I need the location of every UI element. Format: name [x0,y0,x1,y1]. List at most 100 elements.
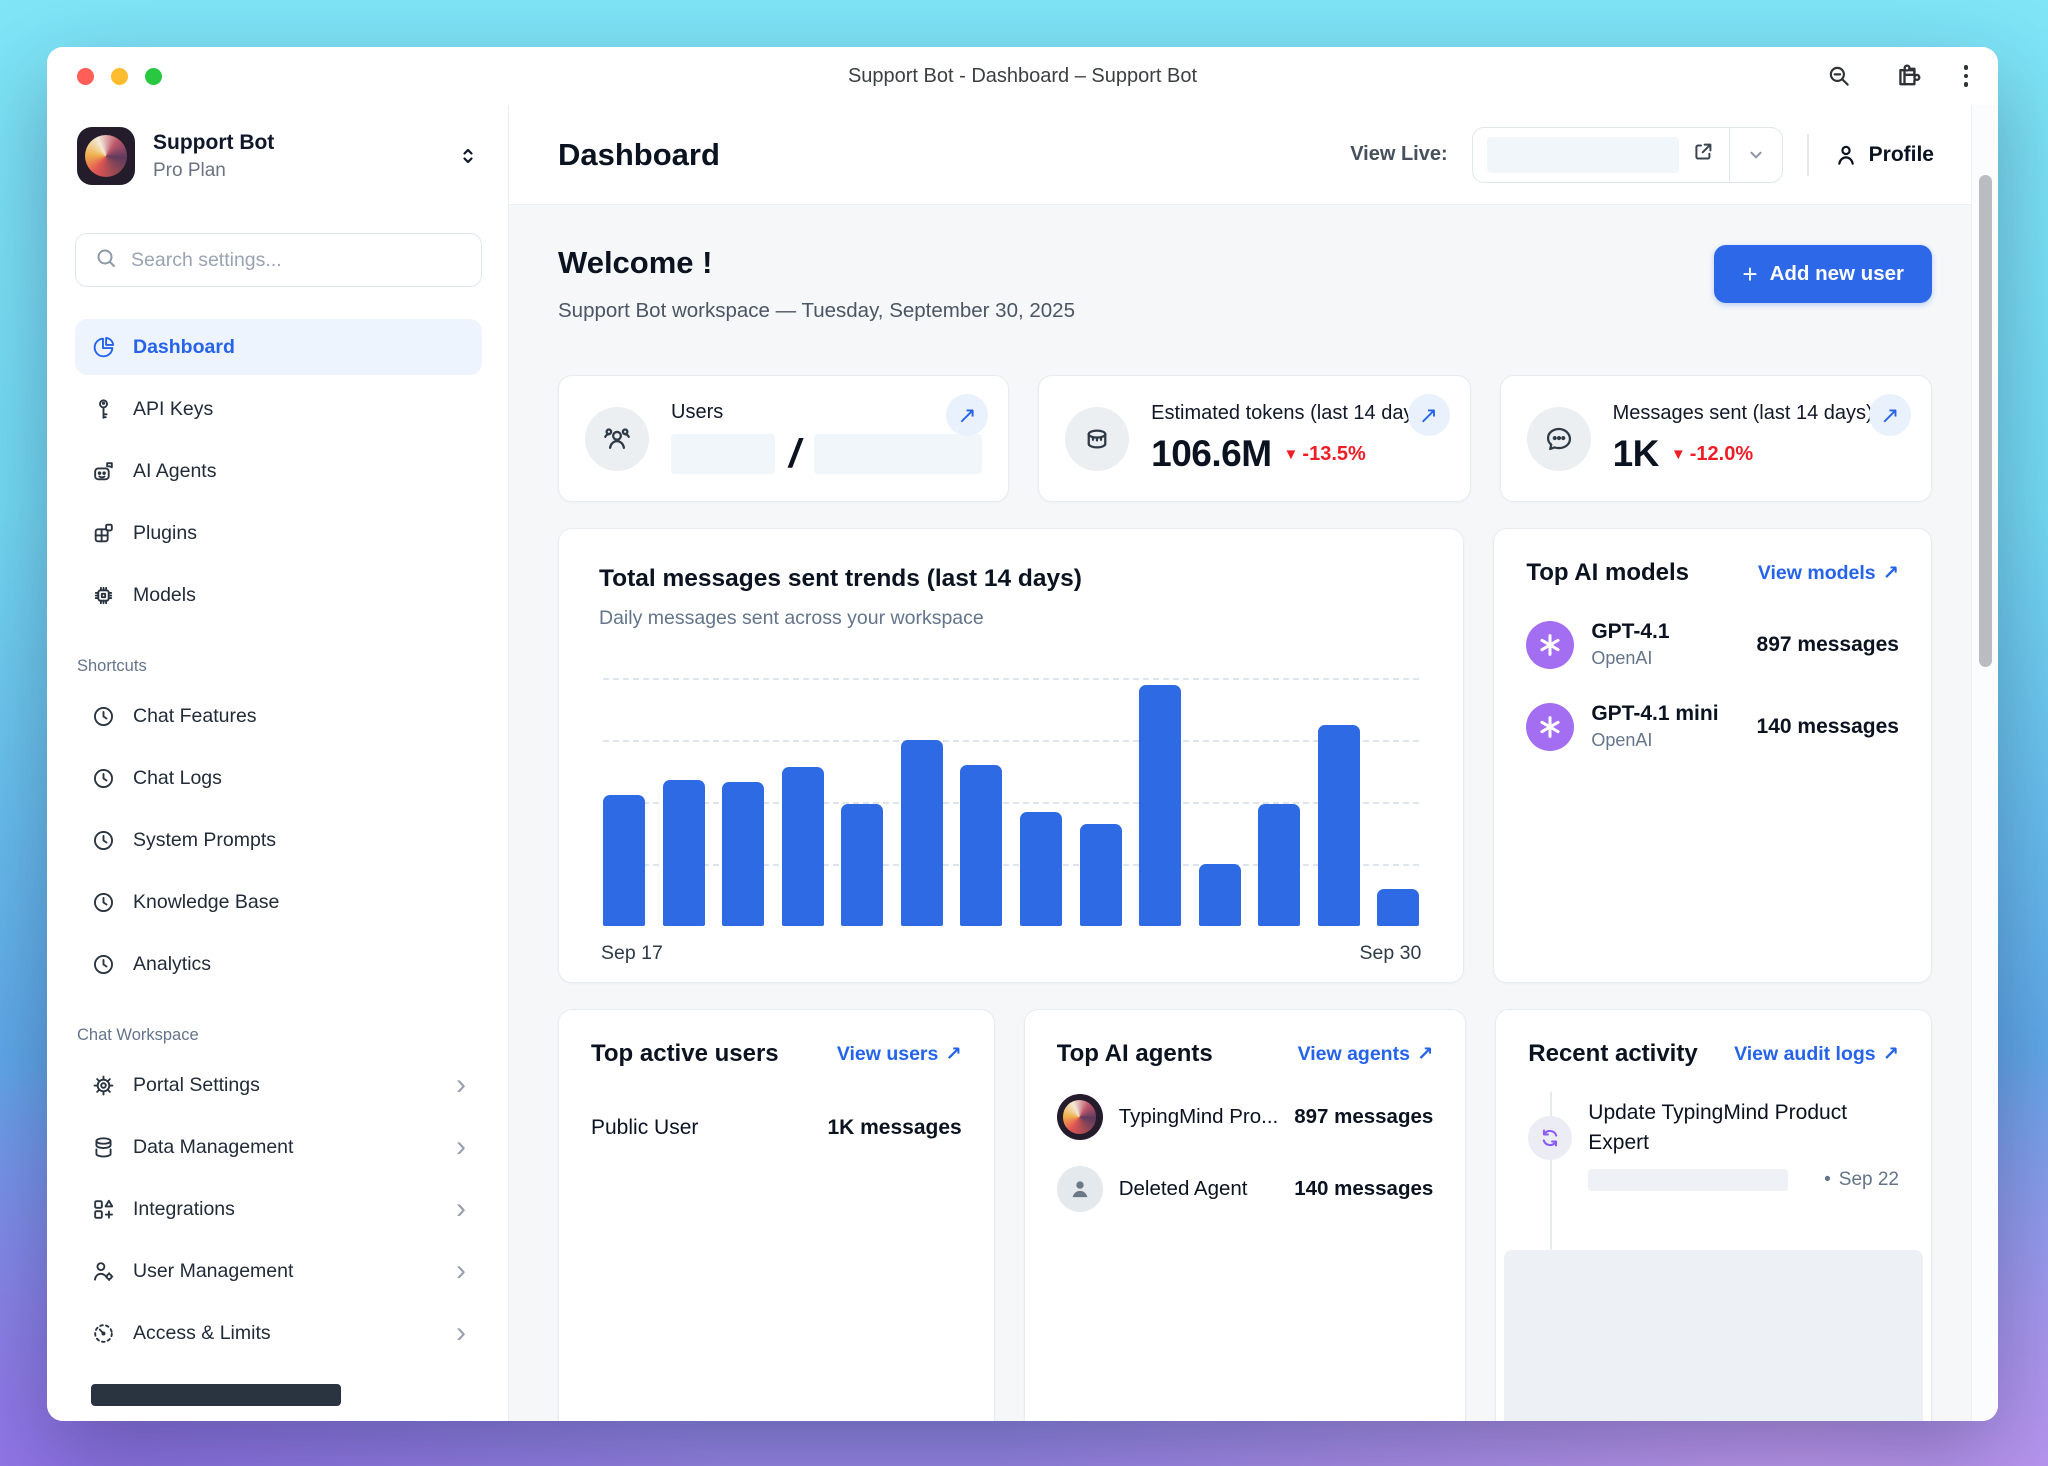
bar [1139,685,1182,926]
stat-card-users: Users / ↗ [558,375,1010,502]
sidebar-item-dashboard[interactable]: Dashboard [75,319,482,375]
workspace-switcher[interactable]: Support Bot Pro Plan [75,111,482,185]
sidebar-item-analytics[interactable]: Analytics [75,936,482,992]
activity-date: • Sep 22 [1824,1168,1899,1190]
chevron-up-down-icon[interactable] [456,144,480,168]
gridline [603,678,1420,680]
scrollbar-thumb[interactable] [1979,175,1992,667]
close-window-button[interactable] [77,67,94,85]
stat-label: Users [671,400,724,423]
sidebar-item-label: System Prompts [133,828,277,851]
openai-logo-icon [1526,702,1575,751]
activity-text: Update TypingMind Product Expert [1588,1101,1848,1155]
open-users-button[interactable]: ↗ [946,394,989,436]
openai-logo-icon [1526,620,1575,669]
person-icon [1072,1181,1088,1198]
traffic-lights [77,67,162,85]
sidebar-item-models[interactable]: Models [75,567,482,623]
x-axis-tick-end: Sep 30 [1359,942,1422,964]
arrow-up-right-icon: ↗ [957,401,977,428]
minimize-window-button[interactable] [111,67,128,85]
sidebar-item-data-management[interactable]: Data Management › [75,1119,482,1175]
sidebar-item-ai-agents[interactable]: AI Agents [75,443,482,499]
stat-card-tokens: Estimated tokens (last 14 days) 106.6M ▼… [1038,375,1471,502]
sidebar-item-api-keys[interactable]: API Keys [75,381,482,437]
bar-chart-plot [599,678,1423,926]
users-value-redacted [671,434,775,474]
primary-nav: Dashboard API Keys [75,319,482,623]
add-new-user-button[interactable]: + Add new user [1714,245,1932,303]
x-axis-tick-start: Sep 17 [601,942,663,964]
chart-subtitle: Daily messages sent across your workspac… [599,607,984,629]
welcome-title: Welcome ! [558,245,713,280]
bar [662,779,705,926]
view-audit-logs-link[interactable]: View audit logs ↗ [1734,1042,1899,1066]
gridline [603,802,1420,804]
clock-icon [94,892,113,912]
open-tokens-button[interactable]: ↗ [1407,394,1450,436]
sidebar-item-chat-features[interactable]: Chat Features [75,688,482,744]
section-label-chat-workspace: Chat Workspace [77,1026,199,1044]
sidebar-item-label: Plugins [133,521,197,544]
arrow-up-right-icon: ↗ [945,1043,962,1065]
sidebar-item-integrations[interactable]: Integrations › [75,1181,482,1237]
robot-icon [94,461,113,480]
extensions-puzzle-icon[interactable] [1894,62,1922,90]
scrollbar-track[interactable] [1971,105,1998,1421]
view-agents-link[interactable]: View agents ↗ [1297,1042,1434,1066]
agent-name: TypingMind Pro... [1118,1105,1279,1128]
profile-button[interactable]: Profile [1833,142,1934,168]
sidebar-item-label: API Keys [133,397,214,420]
agent-messages: 897 messages [1294,1105,1434,1128]
zoom-window-button[interactable] [145,67,162,85]
shortcuts-nav: Chat Features Chat Logs System Prompts [75,688,482,992]
sidebar-item-label: Models [133,583,196,606]
chip-icon [94,586,113,604]
gridline [603,864,1420,866]
arrow-up-right-icon: ↗ [1418,401,1439,428]
key-icon [99,398,108,419]
pie-chart-icon [93,336,115,357]
sidebar-item-chat-logs[interactable]: Chat Logs [75,750,482,806]
open-messages-button[interactable]: ↗ [1869,394,1911,436]
clock-icon [94,706,113,726]
workspace-name: Support Bot [153,130,275,154]
agent-messages: 140 messages [1294,1177,1434,1200]
titlebar: Support Bot - Dashboard – Support Bot [47,47,1998,105]
view-users-link[interactable]: View users ↗ [836,1042,962,1066]
model-name: GPT-4.1 [1591,620,1670,643]
main-header: Dashboard View Live: [509,105,1998,205]
sidebar-item-plugins[interactable]: Plugins [75,505,482,561]
menu-kebab-icon[interactable] [1963,65,1968,87]
sidebar-item-portal-settings[interactable]: Portal Settings › [75,1057,482,1113]
sidebar-item-label: User Management [133,1259,294,1282]
activity-detail-redacted [1588,1168,1789,1191]
zoom-out-icon[interactable] [1826,63,1852,89]
top-ai-models-card: Top AI models View models ↗ [1493,528,1932,983]
clock-icon [94,954,113,974]
sidebar-item-access-limits[interactable]: Access & Limits › [75,1305,482,1361]
sidebar-item-user-management[interactable]: User Management › [75,1243,482,1299]
sidebar-item-label: Knowledge Base [133,890,280,913]
sidebar-item-system-prompts[interactable]: System Prompts [75,812,482,868]
sidebar-item-knowledge-base[interactable]: Knowledge Base [75,874,482,930]
window-title: Support Bot - Dashboard – Support Bot [847,64,1198,87]
gauge-icon [94,1323,113,1343]
bar [722,782,765,926]
bar [1019,811,1062,926]
search-input[interactable] [131,248,463,272]
view-models-link[interactable]: View models ↗ [1757,561,1899,585]
recent-activity-card: Recent activity View audit logs ↗ [1495,1009,1932,1421]
view-live-control[interactable] [1471,126,1784,183]
settings-search[interactable] [75,233,482,287]
workspace-plan: Pro Plan [153,159,226,181]
sidebar-item-label: Portal Settings [133,1073,260,1096]
dashboard-content: Welcome ! Support Bot workspace — Tuesda… [509,205,1998,1421]
typingmind-avatar [1056,1094,1103,1140]
view-live-label: View Live: [1350,143,1448,165]
sidebar-item-clipped[interactable] [75,1367,482,1421]
sidebar-item-label: Analytics [133,952,212,975]
stat-delta-negative: ▼ -13.5% [1283,442,1366,465]
view-live-dropdown[interactable] [1730,128,1782,182]
chart-title: Total messages sent trends (last 14 days… [599,565,1082,592]
